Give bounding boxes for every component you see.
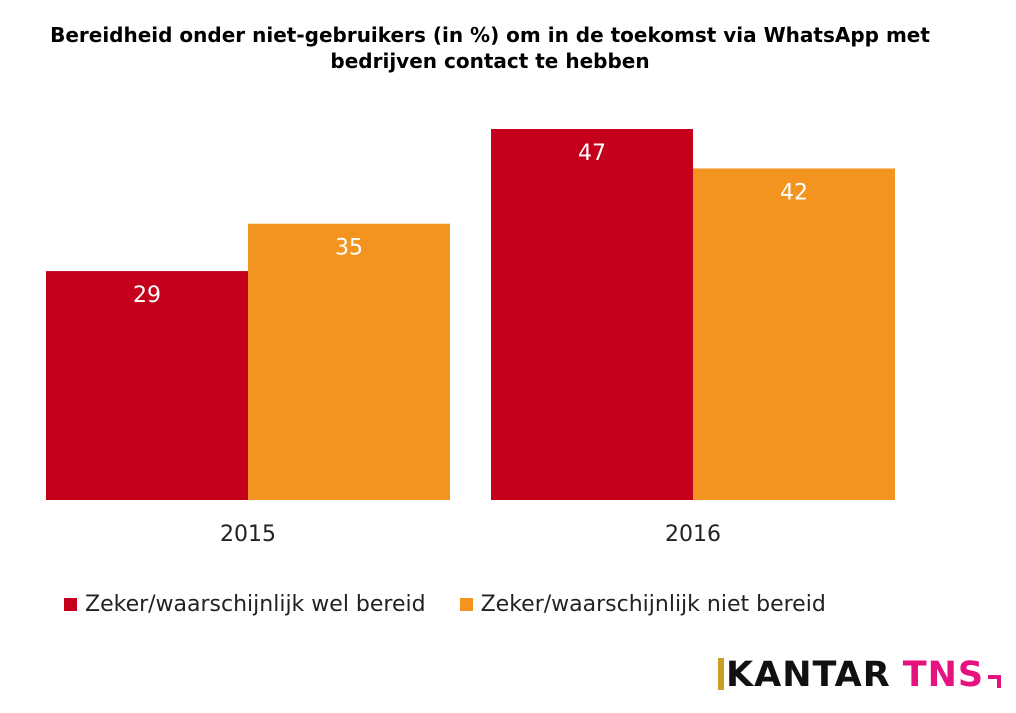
data-label-2015-series-2: 35 [335, 236, 363, 261]
legend-label-niet-bereid: Zeker/waarschijnlijk niet bereid [480, 592, 826, 617]
bar-2016-series-2 [693, 168, 895, 500]
data-label-2016-series-2: 42 [780, 180, 808, 205]
bar-2015-series-1 [46, 271, 248, 500]
logo-kantar-text: KANTAR [726, 655, 891, 695]
chart-title: Bereidheid onder niet-gebruikers (in %) … [50, 23, 930, 73]
logo-tns-mark [988, 675, 1002, 688]
data-label-2016-series-1: 47 [578, 141, 606, 166]
legend-item-wel-bereid: Zeker/waarschijnlijk wel bereid [64, 592, 426, 617]
legend: Zeker/waarschijnlijk wel bereid Zeker/wa… [64, 592, 860, 617]
logo-tns-text: TNS [902, 655, 985, 695]
bar-2016-series-1 [491, 129, 693, 500]
category-label-2016: 2016 [665, 522, 721, 547]
legend-swatch-niet-bereid [459, 598, 473, 611]
data-label-2015-series-1: 29 [133, 283, 161, 308]
kantar-tns-logo: KANTAR TNS [718, 654, 1002, 695]
logo-accent-bar [718, 658, 724, 690]
bar-2015-series-2 [248, 223, 450, 501]
legend-label-wel-bereid: Zeker/waarschijnlijk wel bereid [85, 592, 426, 617]
category-label-2015: 2015 [220, 522, 276, 547]
legend-item-niet-bereid: Zeker/waarschijnlijk niet bereid [459, 592, 826, 617]
legend-swatch-wel-bereid [64, 598, 77, 611]
